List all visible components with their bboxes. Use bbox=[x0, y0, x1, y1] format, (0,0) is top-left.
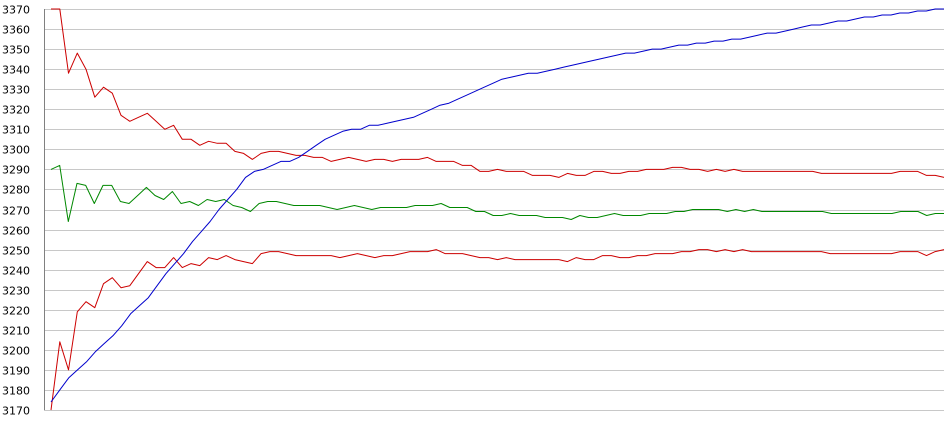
series-line-middle bbox=[50, 164, 944, 222]
y-tick-label: 3280 bbox=[2, 184, 30, 197]
y-tick-label: 3170 bbox=[2, 405, 30, 418]
series-line-trend bbox=[50, 8, 944, 403]
y-tick-label: 3260 bbox=[2, 225, 30, 238]
y-tick-label: 3270 bbox=[2, 205, 30, 218]
y-tick-label: 3360 bbox=[2, 24, 30, 37]
y-tick-label: 3320 bbox=[2, 104, 30, 117]
y-tick-label: 3330 bbox=[2, 84, 30, 97]
y-tick-label: 3340 bbox=[2, 64, 30, 77]
y-tick-label: 3200 bbox=[2, 345, 30, 358]
gridlines bbox=[44, 9, 944, 411]
y-tick-label: 3180 bbox=[2, 385, 30, 398]
y-axis-tick-labels: 3170 3180 3190 3200 3210 3220 3230 3240 3250 3260… bbox=[2, 4, 30, 418]
series-line-upper bbox=[51, 8, 945, 178]
series-line-lower bbox=[50, 249, 945, 411]
y-tick-label: 3310 bbox=[2, 124, 30, 137]
y-tick-label: 3220 bbox=[2, 305, 30, 318]
y-tick-label: 3350 bbox=[2, 44, 30, 57]
y-tick-label: 3210 bbox=[2, 325, 30, 338]
y-tick-label: 3370 bbox=[2, 4, 30, 17]
y-tick-label: 3290 bbox=[2, 164, 30, 177]
y-tick-label: 3300 bbox=[2, 144, 30, 157]
y-tick-label: 3250 bbox=[2, 245, 30, 258]
y-tick-label: 3230 bbox=[2, 285, 30, 298]
y-tick-label: 3190 bbox=[2, 365, 30, 378]
series-lines bbox=[50, 8, 945, 411]
y-tick-label: 3240 bbox=[2, 265, 30, 278]
